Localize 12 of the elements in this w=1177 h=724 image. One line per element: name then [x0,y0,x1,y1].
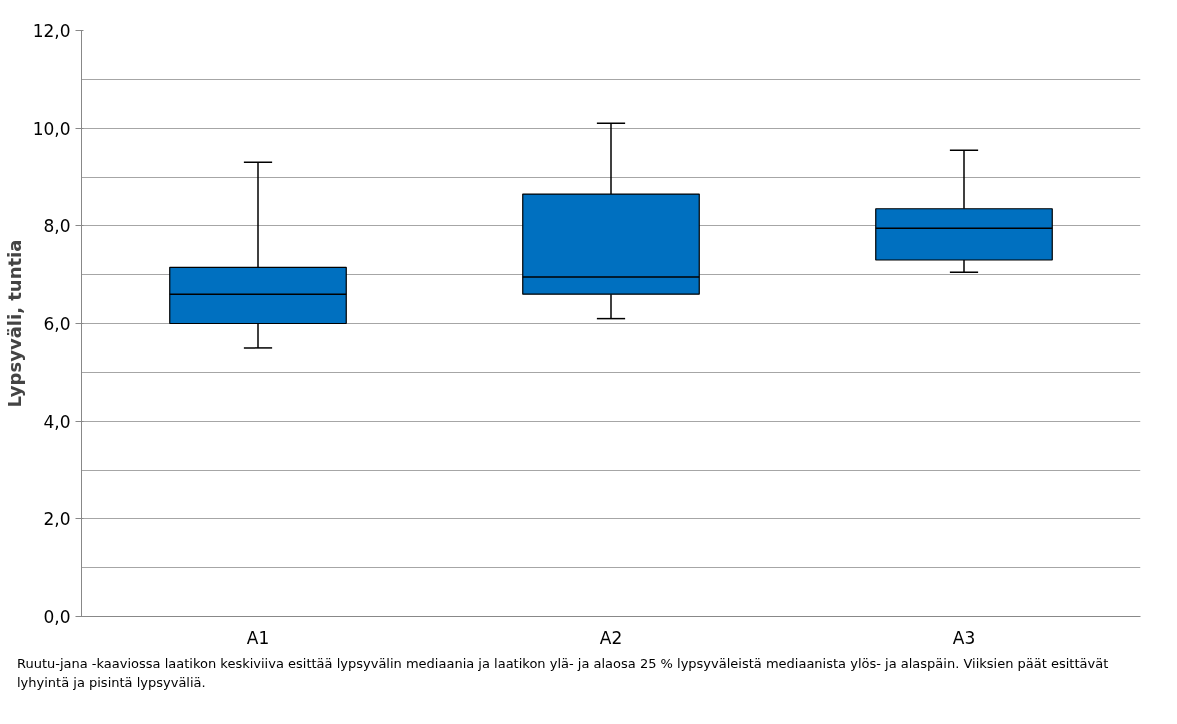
y-tick-label: 10,0 [32,118,71,139]
y-tick-label: 12,0 [32,21,71,41]
y-tick-label: 4,0 [43,411,71,432]
y-tick-label: 8,0 [43,216,71,237]
y-tick-label: 6,0 [43,314,71,334]
y-tick-label: 2,0 [43,509,71,530]
text: Ruutu-jana -kaaviossa laatikon keskiviiva esittää lypsyvälin mediaania ja laatikon ylä- ja alaosa 25 % lypsyväleistä mediaanista ylös- ja alaspäin. Viiksien päät esittävät lyhyintä ja pisintä lypsyväliä. [17,655,1110,692]
y-axis-title: Lypsyväli, tuntia [3,239,25,408]
x-tick-label: A2 [599,627,623,648]
x-tick-label: A1 [246,627,270,648]
x-tick-label: A3 [952,627,976,648]
y-tick-label: 0,0 [43,607,71,627]
